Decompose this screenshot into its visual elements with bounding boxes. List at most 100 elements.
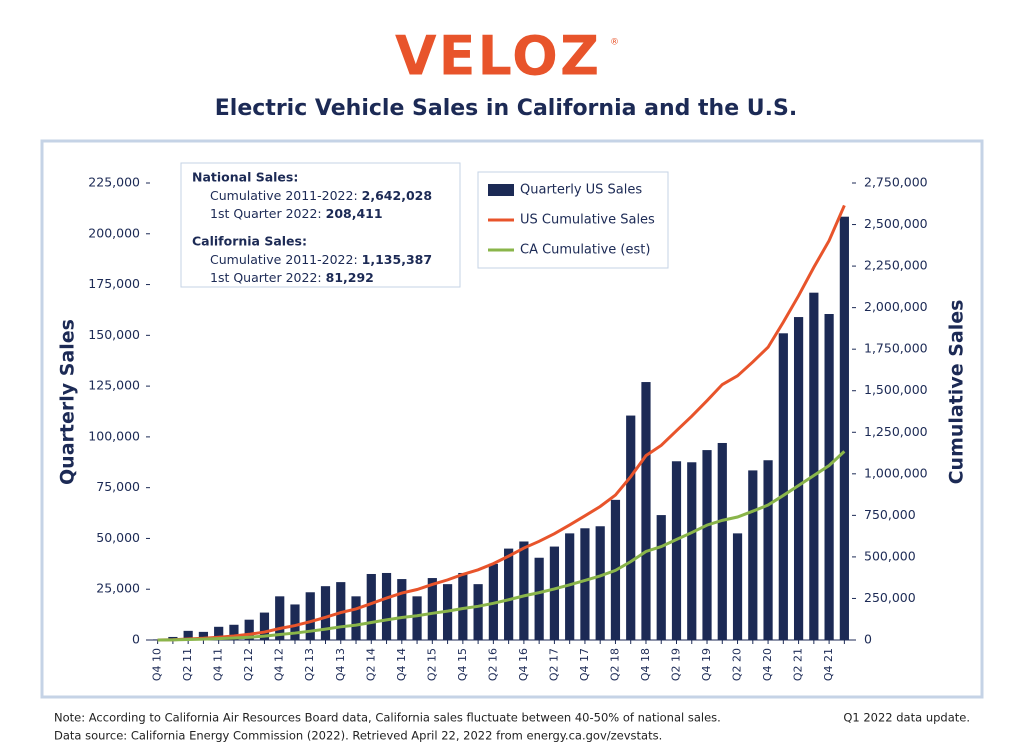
info-label: 1st Quarter 2022: <box>210 270 322 285</box>
x-tick-label: Q4 12 <box>273 648 286 681</box>
legend-swatch <box>488 184 514 196</box>
y-tick-label: 25,000 <box>96 581 140 596</box>
line <box>157 450 846 642</box>
bar <box>732 533 743 640</box>
y2-tick-label: 2,750,000 <box>864 175 928 190</box>
bar <box>473 584 483 640</box>
y-tick-label: 75,000 <box>96 479 140 494</box>
bar <box>778 333 788 640</box>
bar <box>275 596 285 640</box>
info-value: 81,292 <box>326 270 374 285</box>
y2-tick-label: 750,000 <box>864 507 916 522</box>
bar <box>397 579 407 640</box>
bar <box>458 572 468 640</box>
bar <box>351 596 361 640</box>
bar <box>809 292 819 640</box>
footnote: Data source: California Energy Commissio… <box>54 729 662 743</box>
info-value: 2,642,028 <box>362 188 432 203</box>
y-axis-title: Quarterly Sales <box>57 319 79 485</box>
x-tick-label: Q4 19 <box>700 648 713 681</box>
y2-tick-label: 1,000,000 <box>864 465 928 480</box>
bar <box>504 548 514 640</box>
info-box <box>180 162 461 288</box>
bar <box>229 624 239 640</box>
y-tick-label: 200,000 <box>88 225 140 240</box>
chart-frame <box>40 139 984 699</box>
bar <box>748 470 758 640</box>
y2-tick-label: 0 <box>864 632 872 647</box>
bar <box>244 619 254 640</box>
legend-label: CA Cumulative (est) <box>520 243 650 258</box>
y-tick-label: 225,000 <box>88 175 140 190</box>
bar <box>641 382 651 640</box>
x-tick-label: Q4 15 <box>456 648 469 681</box>
bar <box>534 557 544 640</box>
x-tick-label: Q4 17 <box>578 648 591 681</box>
y-tick-label: 100,000 <box>88 428 140 443</box>
bar <box>565 533 575 640</box>
info-line: 1st Quarter 2022: 208,411 <box>210 206 383 221</box>
info-value: 1,135,387 <box>362 252 432 267</box>
y2-tick-label: 1,750,000 <box>864 341 928 356</box>
footnote: Note: According to California Air Resour… <box>54 711 721 725</box>
brand-mark: ® <box>610 38 619 48</box>
y2-tick-label: 250,000 <box>864 590 916 605</box>
x-tick-label: Q2 12 <box>242 648 255 681</box>
info-label: Cumulative 2011-2022: <box>210 188 358 203</box>
bar <box>839 216 849 641</box>
legend-label: US Cumulative Sales <box>520 213 655 228</box>
x-tick-label: Q2 16 <box>486 648 499 681</box>
x-tick-label: Q2 14 <box>364 648 377 681</box>
x-tick-label: Q4 13 <box>334 648 347 681</box>
info-line: Cumulative 2011-2022: 1,135,387 <box>210 252 432 267</box>
bar <box>656 515 666 640</box>
bar <box>214 626 224 640</box>
y-tick-label: 150,000 <box>88 327 140 342</box>
x-tick-label: Q2 20 <box>731 648 744 681</box>
y-tick-label: 175,000 <box>88 276 140 291</box>
info-line: Cumulative 2011-2022: 2,642,028 <box>210 188 432 203</box>
y2-tick-label: 1,250,000 <box>864 424 928 439</box>
bar <box>549 546 560 640</box>
y2-tick-label: 2,000,000 <box>864 299 928 314</box>
bar <box>320 586 331 640</box>
y2-tick-label: 2,500,000 <box>864 216 928 231</box>
x-tick-label: Q2 11 <box>181 648 194 681</box>
info-label: Cumulative 2011-2022: <box>210 252 358 267</box>
info-label: 1st Quarter 2022: <box>210 206 322 221</box>
bar <box>824 314 834 640</box>
x-tick-label: Q4 18 <box>639 648 652 681</box>
x-tick-label: Q2 17 <box>547 648 560 681</box>
bar <box>412 596 422 640</box>
x-tick-label: Q4 10 <box>151 648 164 681</box>
bar <box>702 450 712 640</box>
x-tick-label: Q2 18 <box>608 648 621 681</box>
info-heading: National Sales: <box>192 170 298 185</box>
bar <box>381 572 392 640</box>
info-value: 208,411 <box>326 206 383 221</box>
update-note: Q1 2022 data update. <box>843 711 970 725</box>
x-tick-label: Q2 13 <box>303 648 316 681</box>
legend-label: Quarterly US Sales <box>520 183 642 198</box>
chart-title: Electric Vehicle Sales in California and… <box>215 96 797 121</box>
bar <box>427 578 437 640</box>
bar <box>198 631 209 640</box>
bar <box>671 461 682 640</box>
bar <box>305 592 315 640</box>
y2-axis-title: Cumulative Sales <box>946 300 968 485</box>
x-tick-label: Q4 21 <box>822 648 835 681</box>
y-tick-label: 0 <box>132 632 140 647</box>
line <box>157 204 846 642</box>
info-line: 1st Quarter 2022: 81,292 <box>210 270 374 285</box>
bar <box>687 462 697 640</box>
x-tick-label: Q2 15 <box>425 648 438 681</box>
y-tick-label: 50,000 <box>96 530 140 545</box>
bar <box>626 415 636 640</box>
x-tick-label: Q2 19 <box>670 648 683 681</box>
bar <box>519 541 529 640</box>
x-tick-label: Q2 21 <box>792 648 805 681</box>
y-tick-label: 125,000 <box>88 378 140 393</box>
bar <box>763 460 773 640</box>
